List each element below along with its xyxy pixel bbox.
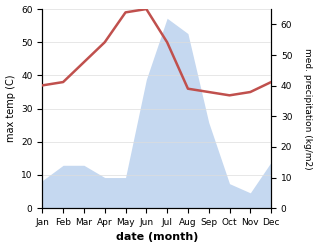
X-axis label: date (month): date (month)	[115, 232, 198, 243]
Y-axis label: med. precipitation (kg/m2): med. precipitation (kg/m2)	[303, 48, 313, 169]
Y-axis label: max temp (C): max temp (C)	[5, 75, 16, 142]
